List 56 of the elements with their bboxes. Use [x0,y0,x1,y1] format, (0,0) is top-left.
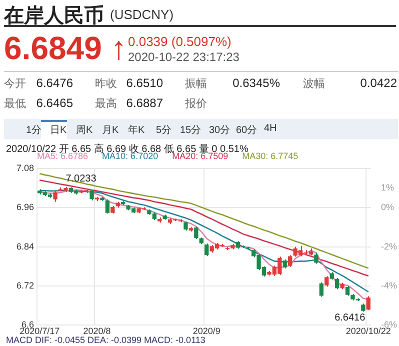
candlestick [366,296,370,311]
candlestick [334,277,340,290]
text: 月K [102,124,119,137]
text: 今开 [4,77,26,91]
text: 15分 [180,124,202,137]
text: MA10: 6.7020 [102,151,158,161]
text: MA30: 6.7745 [242,151,298,161]
text: 0.0339 (0.5097%) [128,34,232,49]
text: 昨收 [95,77,117,91]
text: 6.6849 ↑ [4,30,127,67]
text: 60分 [236,124,258,137]
chart-title: 在岸人民币 [4,4,104,29]
candlestick [324,276,329,288]
y2-tick-label: -4% [381,280,398,290]
candlestick [90,189,94,201]
candlestick [204,243,209,256]
y2-tick-label: -2% [381,241,398,252]
candlestick [288,254,292,268]
text: 0.0422 [360,76,397,90]
text: 6.6510 [126,76,163,90]
y2-tick-label: 0% [381,202,394,212]
text: 年K [128,124,145,137]
text: 日K [50,124,67,137]
x-tick-label: 2020/8 [83,326,111,336]
candlestick [53,190,58,202]
y-tick-label: 6.72 [16,280,34,290]
text: 报价 [185,97,207,111]
candlestick [105,198,110,214]
x-tick-label: 2020/7/17 [20,326,60,336]
text: 波幅 [303,77,325,91]
y-tick-label: 6.84 [16,241,34,252]
text: 1分 [26,124,42,137]
text: 2020-10-22 23:17:23 [128,50,240,64]
candlestick [319,282,324,298]
candlestick [194,226,198,240]
text: 振幅 [185,77,207,91]
text: 6.6887 [126,96,163,110]
y-tick-label: 6.96 [16,202,34,212]
text: 周K [76,124,93,137]
x-tick-label: 2020/9 [192,326,220,336]
text: 30分 [209,124,230,137]
y2-tick-label: 1% [381,182,394,192]
text: 6.6465 [36,96,73,110]
text: 4H [264,123,277,134]
candlestick [314,252,318,264]
text: 最低 [4,97,26,111]
annotation: 6.6416 [334,312,366,324]
chart-subtitle: (USDCNY) [110,7,174,22]
text: MACD DIF: -0.0455 DEA: -0.0399 MACD: -0.0113 [6,335,206,345]
x-tick-label: 2020/10/22 [346,326,391,336]
text: 0.6345% [232,76,280,90]
text: 6.6476 [36,76,73,90]
text: 最高 [95,96,117,111]
y-tick-label: 7.08 [16,162,34,173]
text: 5分 [156,124,172,137]
annotation: 7.0233 [66,174,97,185]
